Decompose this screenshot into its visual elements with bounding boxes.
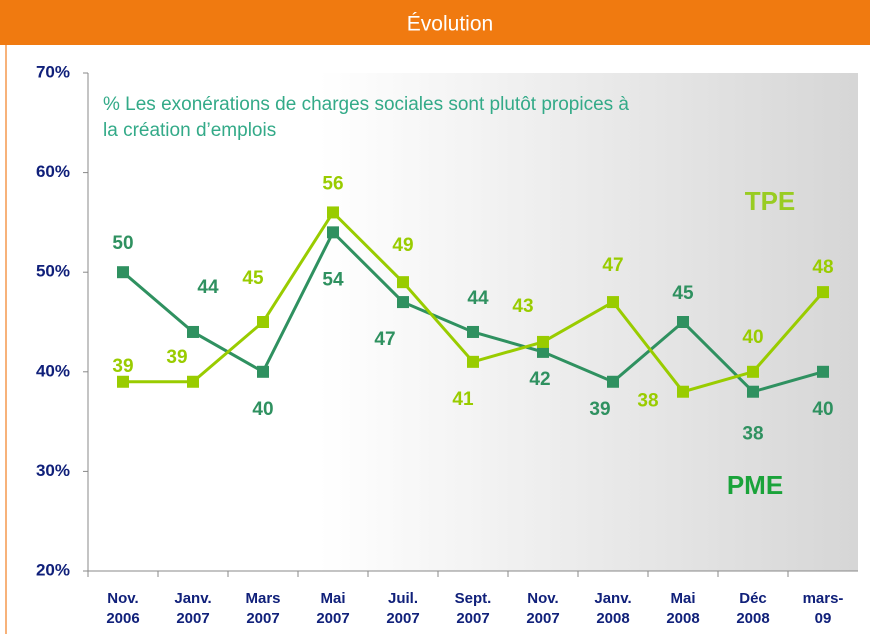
data-label: 45 — [672, 283, 694, 304]
data-label: 44 — [467, 288, 489, 309]
subtitle: % Les exonérations de charges sociales s… — [103, 94, 629, 141]
x-tick-label: Mai 2008 — [666, 590, 699, 627]
point — [467, 325, 479, 338]
point — [537, 335, 549, 348]
plot-area — [88, 73, 858, 571]
header-title: Évolution — [407, 13, 493, 36]
x-tick-label: Sept. 2007 — [455, 590, 492, 627]
point — [117, 375, 129, 388]
point — [187, 375, 199, 388]
x-tick-label: Janv. 2008 — [594, 590, 631, 627]
data-label: 43 — [512, 296, 533, 317]
data-label: 45 — [242, 268, 264, 289]
x-tick-label: Nov. 2006 — [106, 590, 139, 627]
point — [467, 355, 479, 368]
data-label: 50 — [112, 233, 133, 254]
data-label: 38 — [742, 424, 763, 445]
x-tick-label: Janv. 2007 — [174, 590, 211, 627]
data-label: 48 — [812, 257, 833, 278]
x-tick-label: Mai 2007 — [316, 590, 349, 627]
point — [677, 385, 689, 398]
point — [537, 345, 549, 358]
data-label: 41 — [452, 389, 474, 410]
y-tick-label: 70% — [36, 62, 70, 81]
point — [327, 206, 339, 219]
x-tick-label: Juil. 2007 — [386, 590, 419, 627]
x-tick-label: Mars 2007 — [245, 590, 280, 627]
point — [397, 276, 409, 289]
point — [257, 316, 269, 328]
data-label: 40 — [812, 399, 833, 420]
y-tick-label: 30% — [36, 461, 70, 480]
point — [607, 296, 619, 309]
data-label: 47 — [602, 255, 623, 276]
x-tick-label: Nov. 2007 — [526, 590, 559, 627]
point — [397, 296, 409, 309]
data-label: 39 — [589, 399, 610, 420]
legend-label: PME — [727, 470, 783, 500]
data-label: 44 — [197, 277, 219, 298]
x-tick-label: mars-09 — [803, 590, 844, 627]
point — [187, 325, 199, 338]
point — [117, 266, 129, 279]
header-bar — [0, 0, 870, 45]
point — [747, 365, 759, 378]
point — [257, 365, 269, 378]
data-label: 38 — [637, 391, 658, 412]
data-label: 40 — [742, 327, 763, 348]
point — [817, 365, 829, 378]
left-border — [5, 45, 7, 634]
point — [677, 316, 689, 328]
x-tick-label: Déc 2008 — [736, 590, 769, 627]
y-tick-label: 40% — [36, 361, 70, 380]
point — [817, 286, 829, 299]
data-label: 40 — [252, 399, 273, 420]
legend-label: TPE — [745, 186, 796, 216]
y-tick-label: 20% — [36, 560, 70, 579]
data-label: 42 — [529, 369, 550, 390]
data-label: 54 — [322, 269, 344, 290]
data-label: 39 — [112, 356, 133, 377]
y-tick-label: 50% — [36, 262, 70, 281]
y-tick-label: 60% — [36, 162, 70, 181]
point — [607, 375, 619, 388]
data-label: 39 — [166, 347, 187, 368]
data-label: 56 — [322, 173, 343, 194]
point — [747, 385, 759, 398]
point — [327, 226, 339, 239]
data-label: 47 — [374, 329, 395, 350]
data-label: 49 — [392, 235, 413, 256]
